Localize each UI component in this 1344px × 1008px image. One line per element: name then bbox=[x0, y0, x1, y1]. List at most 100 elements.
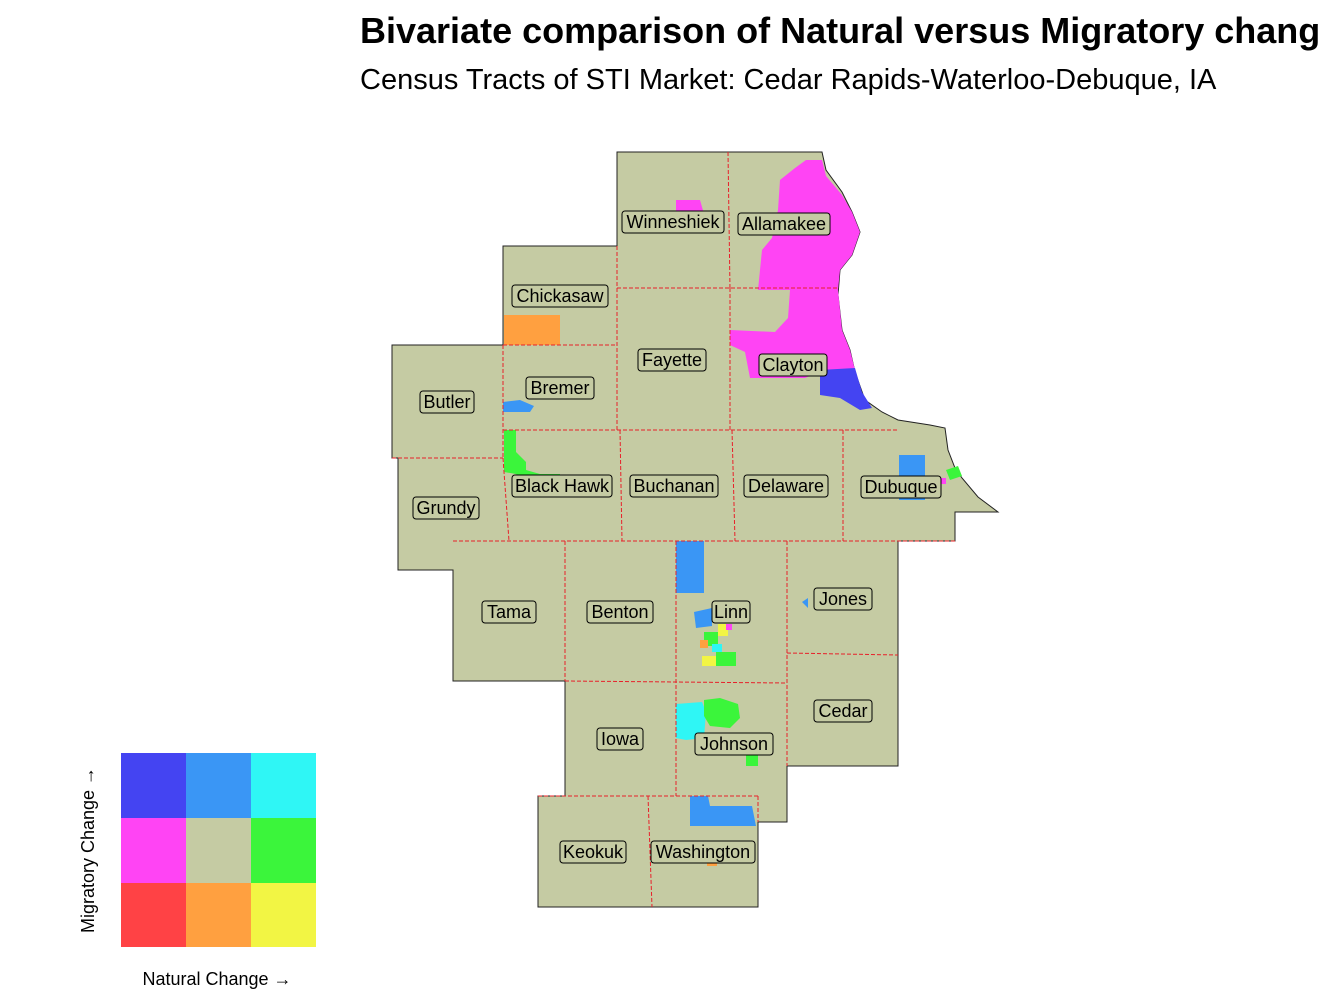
county-label-box bbox=[650, 840, 756, 864]
county-label-box bbox=[596, 727, 644, 751]
county-label-iowa: Iowa bbox=[596, 727, 644, 751]
county-label-text: Winneshiek bbox=[626, 212, 720, 232]
tract-green-blackhawk bbox=[504, 430, 560, 482]
tract-green-linn-b bbox=[716, 652, 736, 666]
county-label-text: Tama bbox=[487, 602, 532, 622]
county-label-delaware: Delaware bbox=[743, 474, 829, 498]
tract-yellow-linn-a bbox=[718, 624, 728, 636]
boundary-line bbox=[502, 457, 510, 542]
county-label-box bbox=[586, 600, 654, 624]
boundary-line bbox=[727, 151, 731, 291]
boundary-line bbox=[786, 652, 899, 656]
county-label-grundy: Grundy bbox=[412, 496, 480, 520]
tract-yellow-linn-b bbox=[702, 656, 716, 666]
county-label-black-hawk: Black Hawk bbox=[511, 474, 613, 498]
legend-cell-low-mig-mid-nat bbox=[186, 883, 251, 947]
tract-cyan-johnson bbox=[676, 702, 706, 740]
boundary-line bbox=[564, 680, 788, 684]
county-label-box bbox=[511, 284, 609, 308]
boundary-line bbox=[731, 429, 736, 542]
county-label-text: Butler bbox=[423, 392, 470, 412]
county-label-johnson: Johnson bbox=[694, 732, 774, 756]
county-label-keokuk: Keokuk bbox=[559, 840, 627, 864]
tract-cyan-linn bbox=[712, 644, 722, 652]
county-label-winneshiek: Winneshiek bbox=[621, 210, 725, 234]
county-label-text: Grundy bbox=[416, 498, 475, 518]
legend-cell-mid-mig-mid-nat bbox=[186, 818, 251, 883]
county-label-buchanan: Buchanan bbox=[629, 474, 719, 498]
county-label-box bbox=[694, 732, 774, 756]
legend-cell-high-mig-high-nat bbox=[251, 753, 316, 818]
county-label-box bbox=[813, 587, 873, 611]
county-label-box bbox=[629, 474, 719, 498]
county-label-butler: Butler bbox=[419, 390, 475, 414]
county-label-text: Buchanan bbox=[633, 476, 714, 496]
county-label-text: Iowa bbox=[601, 729, 640, 749]
county-label-text: Jones bbox=[819, 589, 867, 609]
county-label-box bbox=[525, 376, 595, 400]
county-label-text: Johnson bbox=[700, 734, 768, 754]
county-boundaries bbox=[392, 151, 955, 908]
county-label-box bbox=[737, 212, 831, 236]
tract-magenta-dubuque bbox=[940, 478, 946, 484]
county-label-box bbox=[860, 475, 942, 499]
legend-cell-low-mig-low-nat bbox=[121, 883, 186, 947]
county-label-chickasaw: Chickasaw bbox=[511, 284, 609, 308]
tract-green-dubuque bbox=[946, 466, 962, 480]
county-label-washington: Washington bbox=[650, 840, 756, 864]
boundary-line bbox=[647, 795, 653, 908]
county-label-box bbox=[559, 840, 627, 864]
tract-blue-bremer bbox=[503, 400, 534, 412]
tract-blue-washington bbox=[690, 796, 756, 826]
county-label-box bbox=[621, 210, 725, 234]
county-label-jones: Jones bbox=[813, 587, 873, 611]
market-area bbox=[391, 151, 1000, 908]
tract-blue-clayton bbox=[820, 368, 872, 410]
county-label-clayton: Clayton bbox=[758, 353, 828, 377]
county-label-text: Fayette bbox=[642, 350, 702, 370]
tract-blue-linn-north bbox=[676, 541, 704, 593]
county-label-text: Linn bbox=[714, 602, 748, 622]
county-labels: Winneshiek Allamakee Chickasaw Fayette C… bbox=[412, 210, 942, 864]
boundary-line bbox=[619, 429, 623, 542]
county-label-box bbox=[813, 699, 873, 723]
tract-orange-linn bbox=[700, 640, 708, 648]
bivariate-legend: Natural Change → Migratory Change → bbox=[78, 753, 316, 989]
county-label-allamakee: Allamakee bbox=[737, 212, 831, 236]
legend-x-label: Natural Change → bbox=[142, 969, 291, 989]
county-label-text: Dubuque bbox=[864, 477, 937, 497]
county-label-box bbox=[758, 353, 828, 377]
legend-cell-low-mig-high-nat bbox=[251, 883, 316, 947]
county-label-box bbox=[419, 390, 475, 414]
county-label-text: Clayton bbox=[762, 355, 823, 375]
legend-cell-mid-mig-high-nat bbox=[251, 818, 316, 883]
legend-y-label: Migratory Change → bbox=[78, 767, 98, 933]
county-label-text: Keokuk bbox=[563, 842, 624, 862]
county-label-bremer: Bremer bbox=[525, 376, 595, 400]
market-landmass bbox=[391, 151, 1000, 908]
county-label-text: Delaware bbox=[748, 476, 824, 496]
county-label-linn: Linn bbox=[711, 600, 751, 624]
county-label-text: Benton bbox=[591, 602, 648, 622]
county-label-box bbox=[743, 474, 829, 498]
legend-cell-high-mig-low-nat bbox=[121, 753, 186, 818]
county-label-box bbox=[637, 348, 707, 372]
county-label-tama: Tama bbox=[481, 600, 537, 624]
legend-cell-high-mig-mid-nat bbox=[186, 753, 251, 818]
county-label-dubuque: Dubuque bbox=[860, 475, 942, 499]
county-label-box bbox=[711, 600, 751, 624]
county-label-benton: Benton bbox=[586, 600, 654, 624]
tract-orange-chickasaw bbox=[504, 315, 560, 345]
county-label-box bbox=[511, 474, 613, 498]
map-subtitle: Census Tracts of STI Market: Cedar Rapid… bbox=[360, 64, 1217, 96]
county-label-text: Washington bbox=[656, 842, 750, 862]
county-label-cedar: Cedar bbox=[813, 699, 873, 723]
county-label-text: Chickasaw bbox=[516, 286, 604, 306]
tract-blue-linn-center bbox=[694, 608, 712, 628]
map-title: Bivariate comparison of Natural versus M… bbox=[360, 10, 1321, 51]
tract-magenta-linn bbox=[726, 624, 732, 630]
county-label-text: Bremer bbox=[530, 378, 589, 398]
county-label-box bbox=[481, 600, 537, 624]
county-label-text: Black Hawk bbox=[515, 476, 610, 496]
